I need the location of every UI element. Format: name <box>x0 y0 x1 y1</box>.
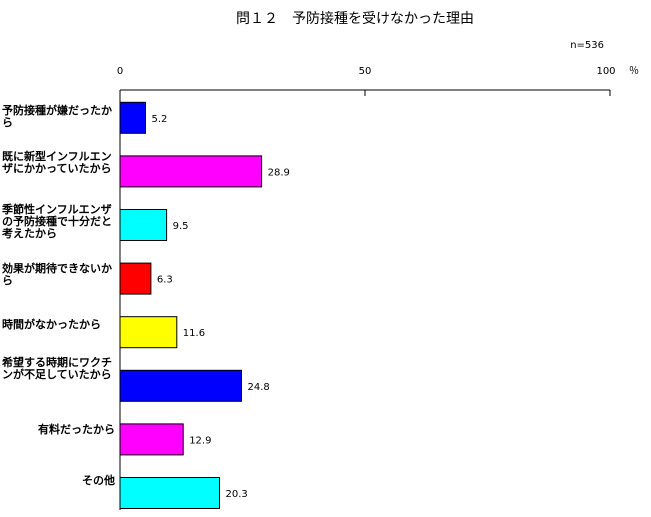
value-label-7: 20.3 <box>226 489 248 500</box>
sample-size-note: n=536 <box>570 40 604 51</box>
bar-7 <box>119 477 220 509</box>
category-label-3: 効果が期待できないから <box>2 262 112 287</box>
bar-5 <box>119 369 242 402</box>
tick-label-100: 100 <box>596 66 615 77</box>
bar-6 <box>119 423 184 456</box>
bar-2 <box>119 209 168 241</box>
value-label-2: 9.5 <box>173 221 189 232</box>
value-label-0: 5.2 <box>152 114 168 125</box>
value-label-4: 11.6 <box>183 328 205 339</box>
bar-0 <box>119 101 146 134</box>
value-label-1: 28.9 <box>268 167 290 178</box>
tick-label-0: 0 <box>117 66 123 77</box>
value-label-5: 24.8 <box>248 382 270 393</box>
chart-title: 問１２ 予防接種を受けなかった理由 <box>236 10 474 27</box>
bars-group: 5.2 28.9 9.5 6.3 11.6 24.8 12.9 20.3 <box>119 101 290 509</box>
tick-label-50: 50 <box>359 66 372 77</box>
value-label-3: 6.3 <box>157 275 173 286</box>
category-label-0: 予防接種が嫌だったから <box>2 104 112 129</box>
bar-4 <box>119 316 178 349</box>
bar-1 <box>119 155 263 188</box>
category-label-6: 有料だったから <box>38 423 115 436</box>
category-label-1: 既に新型インフルエンザにかかっていたから <box>2 150 112 175</box>
category-label-2: 季節性インフルエンザの予防接種で十分だと考えたから <box>2 203 112 240</box>
category-label-7: その他 <box>82 474 115 487</box>
value-label-6: 12.9 <box>189 435 211 446</box>
bar-3 <box>119 262 152 295</box>
category-label-5: 希望する時期にワクチンが不足していたから <box>2 356 112 381</box>
unit-label: ％ <box>629 66 639 77</box>
category-label-4: 時間がなかったから <box>2 318 101 331</box>
